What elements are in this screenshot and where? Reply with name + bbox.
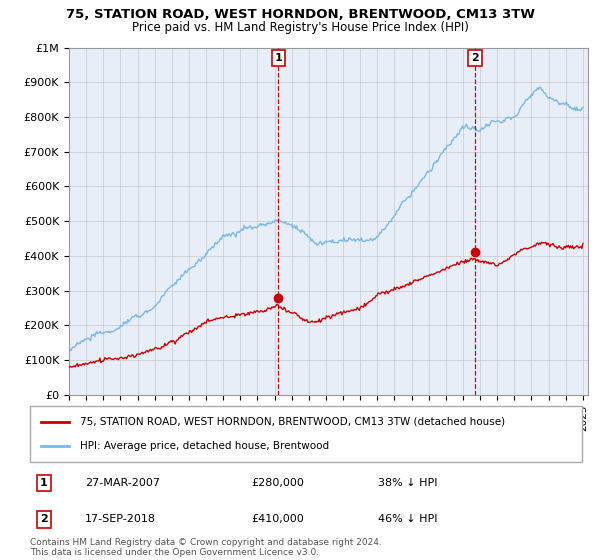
Text: Contains HM Land Registry data © Crown copyright and database right 2024.
This d: Contains HM Land Registry data © Crown c… bbox=[30, 538, 382, 557]
Text: 1: 1 bbox=[275, 53, 283, 63]
Text: 38% ↓ HPI: 38% ↓ HPI bbox=[378, 478, 437, 488]
Text: £280,000: £280,000 bbox=[251, 478, 304, 488]
Text: HPI: Average price, detached house, Brentwood: HPI: Average price, detached house, Bren… bbox=[80, 441, 329, 451]
FancyBboxPatch shape bbox=[30, 406, 582, 462]
Text: 27-MAR-2007: 27-MAR-2007 bbox=[85, 478, 160, 488]
Text: 2: 2 bbox=[471, 53, 479, 63]
Text: Price paid vs. HM Land Registry's House Price Index (HPI): Price paid vs. HM Land Registry's House … bbox=[131, 21, 469, 34]
Text: 2: 2 bbox=[40, 515, 47, 524]
Text: 75, STATION ROAD, WEST HORNDON, BRENTWOOD, CM13 3TW (detached house): 75, STATION ROAD, WEST HORNDON, BRENTWOO… bbox=[80, 417, 505, 427]
Text: 1: 1 bbox=[40, 478, 47, 488]
Text: £410,000: £410,000 bbox=[251, 515, 304, 524]
Text: 46% ↓ HPI: 46% ↓ HPI bbox=[378, 515, 437, 524]
Text: 75, STATION ROAD, WEST HORNDON, BRENTWOOD, CM13 3TW: 75, STATION ROAD, WEST HORNDON, BRENTWOO… bbox=[65, 8, 535, 21]
Text: 17-SEP-2018: 17-SEP-2018 bbox=[85, 515, 156, 524]
